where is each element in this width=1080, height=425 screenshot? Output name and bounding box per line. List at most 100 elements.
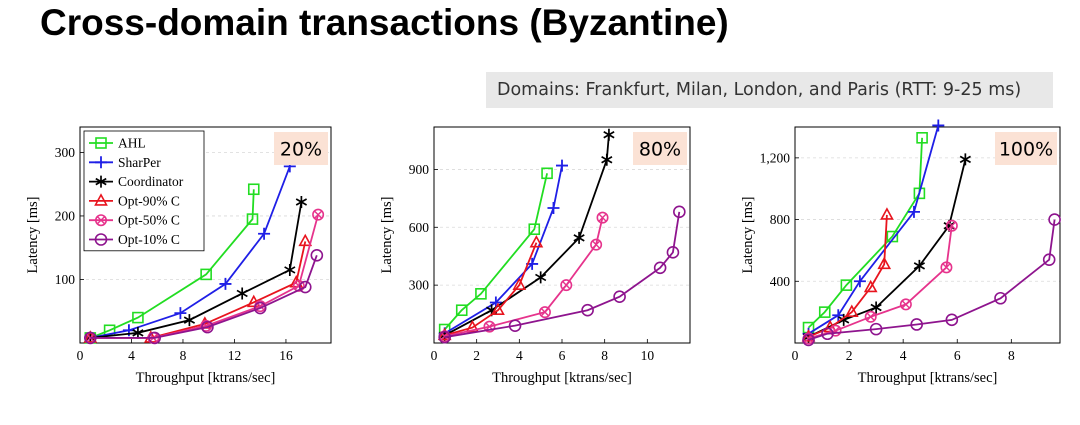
data-point-opt-10-c: [613, 290, 626, 304]
legend-item-coordinator: Coordinator: [89, 174, 184, 189]
data-point-coordinator: [284, 263, 296, 276]
data-point-opt-90-c: [844, 304, 859, 317]
data-point-ahl: [200, 268, 212, 281]
x-tick-label: 4: [128, 348, 135, 363]
x-tick-label: 0: [77, 348, 84, 363]
series-line-sharper: [444, 165, 563, 335]
series-opt-10-c: [438, 205, 686, 344]
slide-title: Cross-domain transactions (Byzantine): [40, 2, 729, 43]
legend-label: Coordinator: [118, 174, 184, 189]
chart-100: 0 2 4 6 8 400 800 1,200 Throughput [ktrans/sec] L…: [740, 119, 1061, 386]
y-tick-label: 800: [770, 212, 791, 227]
data-point-opt-10-c: [201, 320, 214, 334]
x-axis-label: Throughput [ktrans/sec]: [136, 370, 276, 386]
data-point-ahl: [541, 167, 553, 180]
x-tick-label: 10: [641, 348, 655, 363]
data-point-sharper: [932, 119, 945, 132]
data-point-sharper: [258, 227, 271, 240]
data-point-opt-90-c: [83, 330, 98, 343]
legend-box: [83, 130, 205, 252]
y-axis-label: Latency [ms]: [25, 197, 41, 274]
data-point-opt-90-c: [880, 207, 894, 220]
data-point-ahl: [132, 311, 144, 324]
x-tick-label: 0: [431, 348, 438, 363]
x-tick-label: 8: [1008, 348, 1015, 363]
x-tick-label: 16: [279, 348, 293, 363]
data-point-ahl: [886, 230, 899, 243]
data-point-opt-10-c: [1042, 253, 1056, 266]
data-point-opt-90-c: [298, 233, 313, 247]
data-point-ahl: [840, 279, 853, 291]
data-point-opt-10-c: [148, 331, 161, 345]
x-tick-label: 2: [846, 348, 853, 363]
data-point-opt-90-c: [491, 302, 505, 316]
data-point-coordinator: [913, 259, 926, 272]
x-axis-label: Throughput [ktrans/sec]: [492, 370, 632, 386]
data-point-opt-10-c: [653, 261, 667, 275]
data-point-ahl: [246, 213, 259, 225]
y-tick-label: 1,200: [760, 150, 791, 165]
series-ahl: [438, 167, 553, 336]
percent-badge-label: 80%: [639, 139, 681, 161]
plot-frame: [794, 126, 1061, 344]
data-point-ahl: [528, 223, 541, 236]
series-line-opt-10-c: [808, 219, 1056, 341]
legend-label: Opt-50% C: [118, 213, 180, 228]
percent-badge: [633, 132, 687, 165]
data-point-coordinator: [573, 231, 585, 244]
data-point-opt-10-c: [673, 205, 686, 219]
legend: AHL SharPer Coordinator Opt-90% C Opt-50% C O…: [83, 130, 205, 252]
legend-item-ahl: AHL: [89, 136, 146, 151]
y-tick-label: 400: [770, 274, 791, 289]
data-point-coordinator: [295, 195, 308, 208]
data-point-opt-90-c: [465, 319, 480, 333]
percent-badge-label: 20%: [280, 139, 322, 161]
x-tick-label: 12: [228, 348, 242, 363]
data-point-opt-10-c: [910, 318, 923, 331]
data-point-opt-90-c: [512, 277, 527, 290]
legend-item-opt-90-c: Opt-90% C: [89, 193, 180, 208]
data-point-opt-50-c: [312, 208, 325, 221]
y-tick-label: 300: [55, 145, 76, 160]
data-point-opt-90-c: [877, 256, 892, 270]
series-opt-50-c: [802, 219, 958, 345]
series-line-opt-90-c: [90, 241, 307, 339]
y-tick-label: 200: [55, 208, 76, 223]
data-point-coordinator: [601, 153, 613, 166]
plot-frame: [79, 126, 332, 344]
data-point-coordinator: [236, 287, 248, 300]
series-coordinator: [802, 153, 971, 343]
data-point-opt-10-c: [83, 331, 97, 345]
y-tick-label: 100: [55, 272, 76, 287]
data-point-opt-50-c: [560, 279, 573, 292]
legend-marker-sharper: [95, 156, 107, 169]
data-point-opt-90-c: [529, 235, 544, 248]
x-axis-label: Throughput [ktrans/sec]: [858, 370, 998, 386]
data-point-coordinator: [959, 153, 971, 166]
legend-item-opt-50-c: Opt-50% C: [89, 213, 180, 228]
series-line-sharper: [90, 166, 291, 339]
y-tick-label: 600: [409, 220, 430, 235]
domains-note: Domains: Frankfurt, Milan, London, and P…: [486, 72, 1053, 108]
data-point-opt-10-c: [298, 280, 312, 294]
legend-label: Opt-10% C: [118, 232, 180, 247]
data-point-coordinator: [535, 271, 547, 284]
data-point-opt-50-c: [590, 238, 603, 251]
data-point-opt-50-c: [596, 211, 609, 224]
legend-marker-ahl: [95, 137, 107, 149]
legend-label: Opt-90% C: [118, 193, 180, 208]
series-opt-10-c: [802, 213, 1061, 347]
x-tick-label: 8: [180, 348, 187, 363]
data-point-opt-50-c: [864, 310, 877, 323]
data-point-opt-90-c: [863, 279, 878, 293]
series-line-ahl: [444, 173, 548, 331]
data-point-opt-10-c: [581, 303, 594, 317]
data-point-opt-10-c: [945, 313, 959, 327]
y-axis-label: Latency [ms]: [740, 197, 756, 274]
series-opt-10-c: [83, 249, 324, 345]
x-tick-label: 4: [516, 348, 523, 363]
data-point-opt-10-c: [1048, 213, 1061, 226]
data-point-sharper: [219, 277, 232, 290]
legend-marker-opt-90-c: [94, 193, 108, 206]
